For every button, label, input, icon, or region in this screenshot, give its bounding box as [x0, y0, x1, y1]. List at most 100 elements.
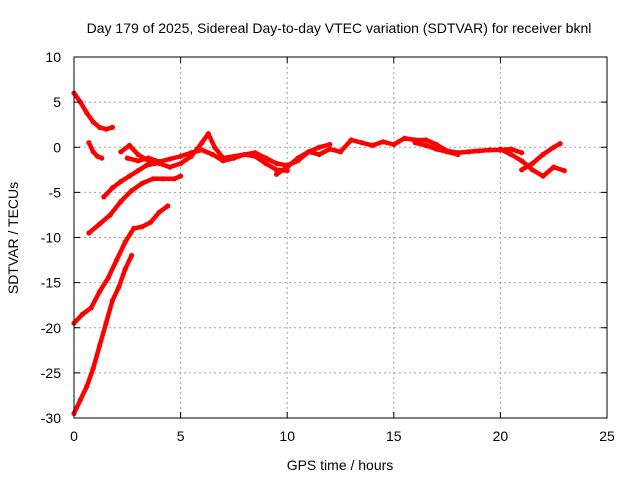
data-point — [540, 173, 546, 179]
data-point — [88, 305, 94, 311]
data-point — [212, 144, 218, 150]
data-point — [116, 284, 122, 290]
data-point — [529, 167, 536, 173]
data-point — [487, 147, 493, 153]
data-point — [273, 171, 280, 177]
data-point — [252, 153, 258, 159]
x-tick-label: 5 — [177, 428, 185, 444]
data-point — [105, 275, 111, 281]
data-point — [167, 164, 173, 170]
data-point — [327, 146, 333, 152]
data-point — [118, 178, 124, 185]
data-point — [359, 140, 365, 146]
data-point — [150, 176, 156, 182]
data-point — [380, 139, 386, 145]
y-tick-label: 10 — [45, 49, 61, 65]
data-point — [369, 142, 376, 148]
data-point — [126, 173, 132, 179]
data-point — [423, 137, 429, 143]
data-point — [139, 224, 145, 230]
y-tick-label: 0 — [53, 139, 61, 155]
y-tick-label: 5 — [53, 94, 61, 110]
data-point — [551, 164, 557, 170]
data-point — [97, 289, 103, 295]
data-point — [129, 252, 135, 259]
x-tick-label: 20 — [493, 428, 509, 444]
data-point — [188, 150, 194, 156]
data-point — [508, 151, 514, 158]
data-point — [97, 221, 103, 227]
data-layer — [71, 90, 568, 417]
data-point — [263, 155, 269, 161]
data-point — [131, 225, 137, 232]
data-point — [97, 124, 103, 130]
data-point — [497, 146, 503, 152]
data-point — [109, 124, 115, 130]
data-point — [156, 209, 162, 215]
data-point — [135, 151, 141, 158]
data-point — [519, 150, 525, 156]
data-point — [86, 140, 92, 146]
data-point — [210, 151, 216, 158]
data-point — [284, 164, 290, 170]
grid — [74, 57, 607, 418]
data-point — [508, 146, 514, 152]
data-point — [273, 160, 280, 167]
chart-title: Day 179 of 2025, Sidereal Day-to-day VTE… — [87, 20, 592, 36]
data-point — [94, 153, 101, 159]
data-point — [135, 158, 141, 164]
y-axis-title: SDTVAR / TECUs — [5, 182, 21, 294]
data-point — [107, 212, 113, 218]
data-point — [199, 147, 205, 153]
data-point — [327, 141, 333, 148]
data-point — [263, 160, 269, 167]
data-point — [401, 135, 408, 141]
x-tick-label: 25 — [599, 428, 615, 444]
data-point — [90, 149, 96, 155]
y-tick-label: -10 — [41, 230, 61, 246]
data-point — [118, 149, 124, 155]
data-point — [433, 146, 439, 152]
data-point — [77, 397, 83, 403]
data-point — [84, 383, 90, 389]
x-tick-label: 10 — [279, 428, 295, 444]
data-point — [90, 119, 96, 125]
data-point — [316, 151, 322, 158]
data-point — [90, 365, 96, 371]
data-point — [129, 188, 135, 194]
data-point — [109, 185, 115, 191]
data-point — [455, 151, 461, 158]
data-point — [551, 144, 557, 150]
data-point — [165, 203, 171, 209]
data-point — [557, 141, 563, 147]
y-tick-label: -25 — [41, 365, 61, 381]
data-point — [519, 167, 525, 173]
x-tick-label: 0 — [70, 428, 78, 444]
y-tick-label: -15 — [41, 275, 61, 291]
data-point — [103, 126, 109, 132]
data-point — [295, 155, 301, 161]
data-point — [178, 153, 184, 159]
data-point — [561, 168, 568, 174]
data-point — [519, 158, 525, 164]
series-line-arc-4 — [86, 173, 183, 236]
data-point — [143, 162, 150, 168]
data-point — [348, 137, 354, 143]
data-point — [156, 159, 162, 165]
data-point — [220, 158, 226, 164]
data-point — [391, 141, 397, 148]
data-point — [167, 156, 173, 162]
data-point — [122, 266, 128, 272]
data-point — [99, 155, 105, 161]
data-point — [540, 151, 546, 158]
data-point — [101, 194, 107, 200]
data-point — [79, 311, 86, 317]
series-line-arc-6 — [71, 253, 134, 416]
data-point — [126, 142, 132, 148]
data-point — [178, 173, 184, 179]
data-point — [433, 141, 439, 148]
x-tick-label: 15 — [386, 428, 402, 444]
data-point — [109, 298, 115, 304]
